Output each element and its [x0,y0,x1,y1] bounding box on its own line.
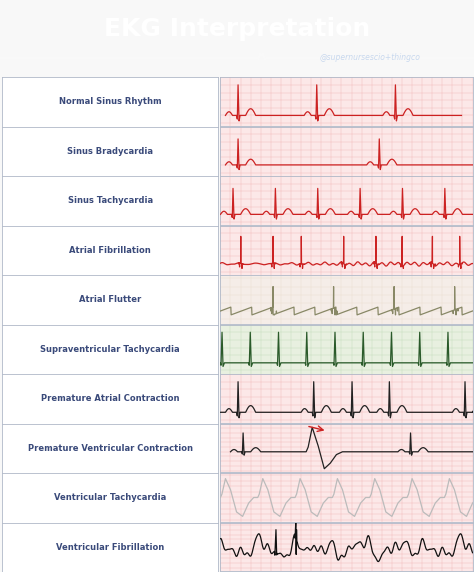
Text: EKG Interpretation: EKG Interpretation [104,17,370,41]
Text: Atrial Fibrillation: Atrial Fibrillation [69,246,151,255]
Text: Atrial Flutter: Atrial Flutter [79,295,141,304]
Text: Sinus Bradycardia: Sinus Bradycardia [67,147,153,156]
Text: @supernursescio+thingco: @supernursescio+thingco [319,53,420,62]
Text: Supraventricular Tachycardia: Supraventricular Tachycardia [40,345,180,354]
Text: Premature Ventricular Contraction: Premature Ventricular Contraction [27,444,193,453]
Text: Sinus Tachycardia: Sinus Tachycardia [68,196,153,205]
Text: Premature Atrial Contraction: Premature Atrial Contraction [41,394,180,403]
Text: Normal Sinus Rhythm: Normal Sinus Rhythm [59,97,162,106]
Text: Ventricular Tachycardia: Ventricular Tachycardia [54,493,166,502]
Text: Ventricular Fibrillation: Ventricular Fibrillation [56,543,164,552]
